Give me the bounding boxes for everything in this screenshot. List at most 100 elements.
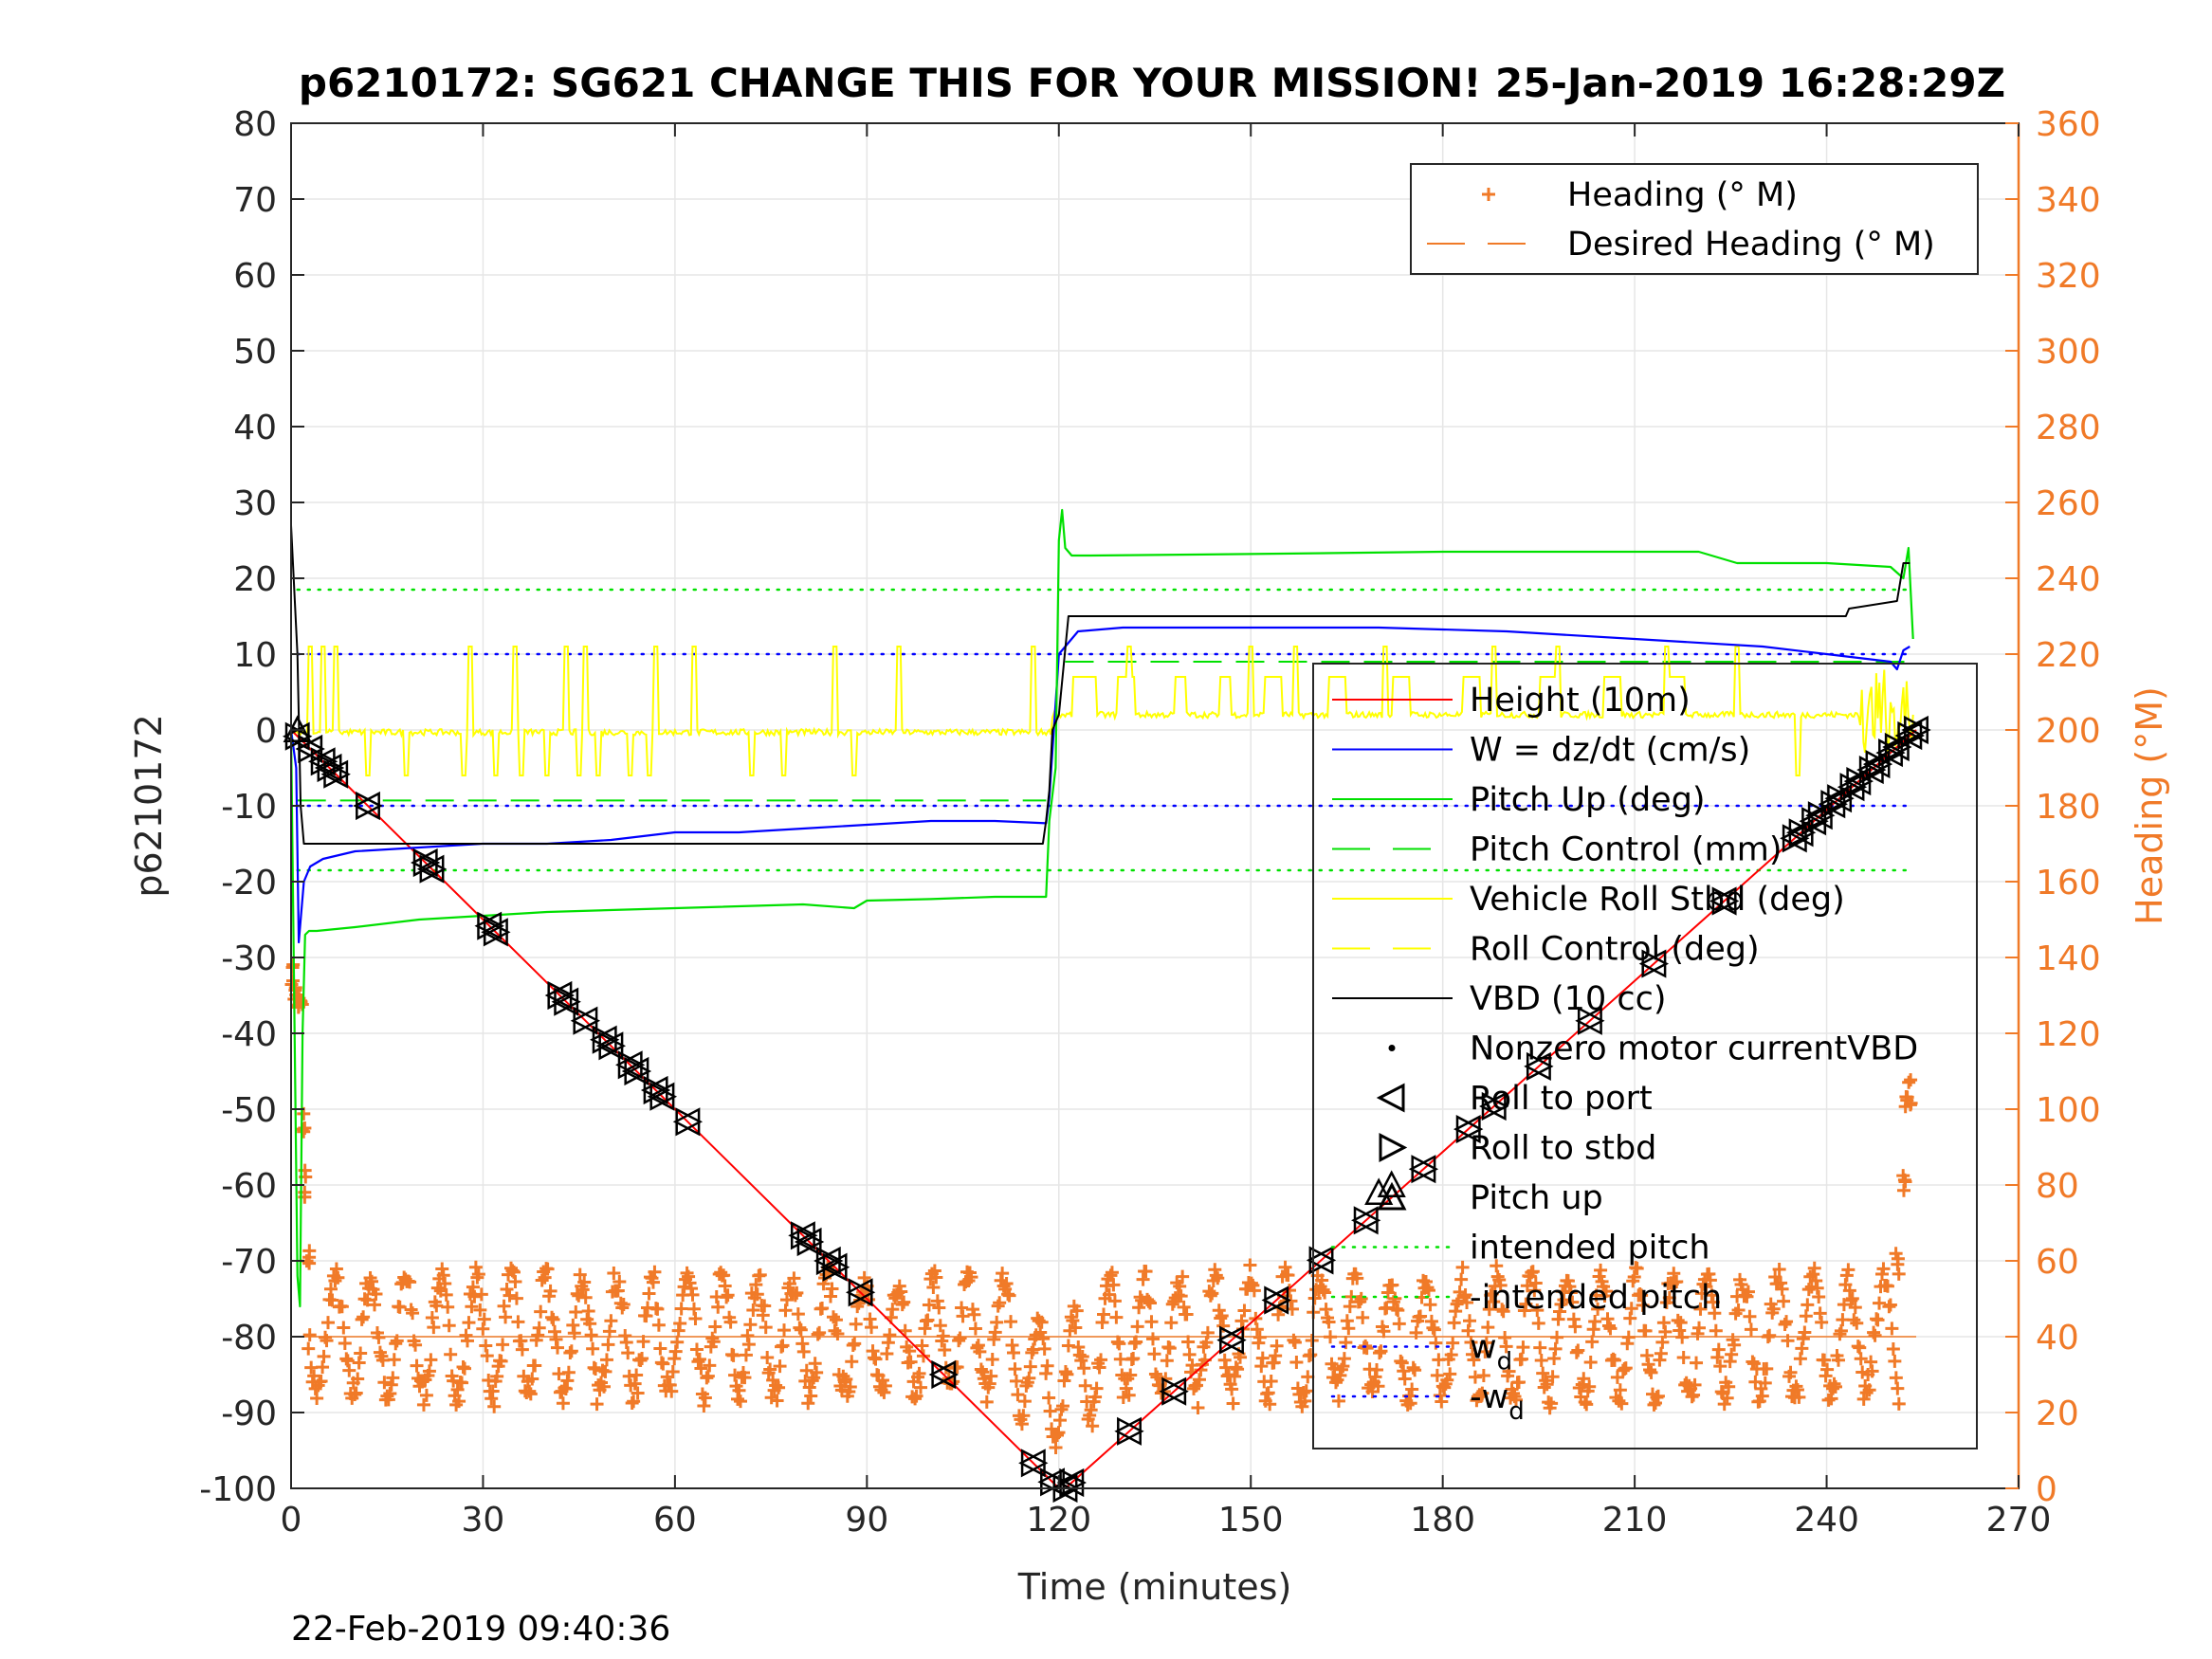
- heading-marker: [1713, 1359, 1728, 1374]
- heading-marker: [886, 1303, 900, 1317]
- heading-marker: [1022, 1371, 1036, 1385]
- x-tick-label: 270: [1986, 1501, 2052, 1540]
- heading-marker: [933, 1319, 947, 1333]
- roll-stbd-marker: [1308, 1246, 1337, 1275]
- heading-marker: [1880, 1279, 1894, 1293]
- heading-marker: [1078, 1378, 1092, 1393]
- y-tick-label: 50: [233, 333, 277, 372]
- heading-marker: [1772, 1262, 1786, 1276]
- heading-marker: [1009, 1374, 1023, 1388]
- heading-marker: [1342, 1322, 1356, 1336]
- roll-stbd-marker: [547, 980, 576, 1011]
- heading-legend-label: Desired Heading (° M): [1567, 226, 1935, 264]
- roll-stbd-marker: [1839, 773, 1868, 802]
- heading-marker: [689, 1342, 704, 1357]
- heading-marker: [354, 1346, 368, 1360]
- heading-marker: [741, 1338, 756, 1352]
- heading-marker: [1854, 1352, 1868, 1366]
- heading-marker: [515, 1342, 529, 1357]
- roll-stbd-marker: [822, 1252, 850, 1282]
- heading-marker: [317, 1349, 331, 1363]
- legend-swatch-dot: [1388, 1045, 1396, 1051]
- heading-marker: [297, 1124, 311, 1139]
- heading-marker: [1812, 1289, 1826, 1304]
- pitch-up-marker: [1377, 1170, 1406, 1197]
- heading-marker: [1654, 1346, 1668, 1360]
- heading-marker: [1571, 1343, 1585, 1358]
- roll-stbd-marker: [1411, 1155, 1439, 1184]
- heading-marker: [883, 1328, 897, 1342]
- heading-marker: [369, 1287, 383, 1302]
- heading-marker: [1763, 1328, 1777, 1342]
- heading-marker: [532, 1321, 546, 1335]
- y-tick-label: 20: [233, 560, 277, 599]
- heading-marker: [477, 1312, 491, 1326]
- heading-marker: [776, 1339, 790, 1353]
- heading-marker: [673, 1317, 687, 1330]
- y-tick-label: 80: [233, 105, 277, 144]
- roll-stbd-marker: [1878, 738, 1906, 768]
- heading-marker: [912, 1366, 926, 1380]
- roll-stbd-marker: [573, 1006, 601, 1035]
- heading-marker: [1176, 1269, 1190, 1284]
- legend-label: intended pitch: [1470, 1230, 1710, 1267]
- heading-marker: [1902, 1075, 1916, 1089]
- heading-marker: [760, 1350, 775, 1364]
- heading-marker: [550, 1340, 564, 1355]
- heading-marker: [508, 1274, 522, 1288]
- x-tick-label: 0: [281, 1501, 302, 1540]
- heading-marker: [825, 1282, 839, 1296]
- heading-marker: [540, 1262, 555, 1276]
- heading-marker: [1007, 1345, 1020, 1359]
- heading-marker: [1037, 1341, 1051, 1356]
- heading-marker: [648, 1265, 662, 1279]
- heading-marker: [1516, 1340, 1530, 1355]
- heading-marker: [302, 1256, 317, 1270]
- heading-marker: [1263, 1397, 1277, 1412]
- heading-marker: [1421, 1284, 1435, 1298]
- heading-marker: [968, 1322, 982, 1336]
- heading-marker: [1499, 1340, 1513, 1354]
- heading-marker: [1783, 1365, 1798, 1379]
- heading-marker: [462, 1316, 476, 1330]
- y-tick-label: -20: [221, 864, 277, 902]
- heading-marker: [573, 1267, 587, 1282]
- heading-marker: [723, 1315, 738, 1329]
- heading-legend: Heading (° M) Desired Heading (° M): [1410, 163, 1979, 275]
- heading-legend-label: Heading (° M): [1567, 176, 1798, 214]
- heading-marker: [438, 1277, 452, 1290]
- y2-tick-label: 160: [2036, 864, 2101, 902]
- roll-stbd-marker: [815, 1246, 844, 1276]
- heading-marker: [509, 1291, 523, 1305]
- heading-marker: [427, 1321, 441, 1335]
- roll-stbd-marker: [790, 1221, 818, 1250]
- heading-marker: [480, 1349, 494, 1363]
- heading-marker: [880, 1346, 894, 1360]
- heading-marker: [758, 1299, 772, 1313]
- heading-marker: [1615, 1396, 1629, 1411]
- heading-marker: [627, 1395, 641, 1409]
- heading-marker: [1862, 1383, 1876, 1397]
- heading-marker: [1743, 1309, 1757, 1323]
- x-tick-label: 120: [1026, 1501, 1091, 1540]
- x-tick-label: 60: [653, 1501, 697, 1540]
- y2-axis-ticks: 0 20 40 60 80 100 120 140 160 180 200 220 240 260 280 3…: [2005, 105, 2101, 1509]
- heading-marker: [1182, 1347, 1197, 1361]
- legend-label: Vehicle Roll Stbd (deg): [1470, 881, 1845, 919]
- heading-marker: [1414, 1309, 1428, 1323]
- heading-marker: [1834, 1323, 1848, 1338]
- y-tick-label: -10: [221, 788, 277, 827]
- heading-marker: [601, 1338, 615, 1352]
- roll-stbd-marker: [1820, 790, 1848, 819]
- legend-label: Height (10m): [1470, 682, 1691, 720]
- heading-marker: [787, 1271, 801, 1285]
- legend-label: Pitch Control (mm): [1470, 831, 1782, 869]
- heading-marker: [1588, 1314, 1602, 1328]
- heading-marker: [1741, 1285, 1755, 1299]
- heading-marker: [409, 1338, 423, 1352]
- heading-marker: [1841, 1263, 1856, 1277]
- heading-marker: [1850, 1316, 1864, 1330]
- heading-marker: [718, 1279, 732, 1293]
- heading-marker: [1621, 1330, 1636, 1344]
